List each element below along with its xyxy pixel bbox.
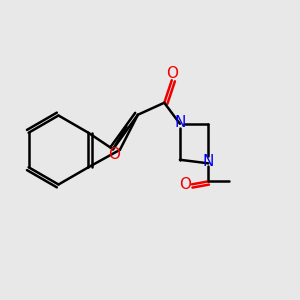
Text: N: N bbox=[203, 154, 214, 169]
Text: O: O bbox=[179, 177, 191, 192]
Text: N: N bbox=[174, 115, 186, 130]
Text: O: O bbox=[109, 147, 121, 162]
Text: O: O bbox=[166, 66, 178, 81]
